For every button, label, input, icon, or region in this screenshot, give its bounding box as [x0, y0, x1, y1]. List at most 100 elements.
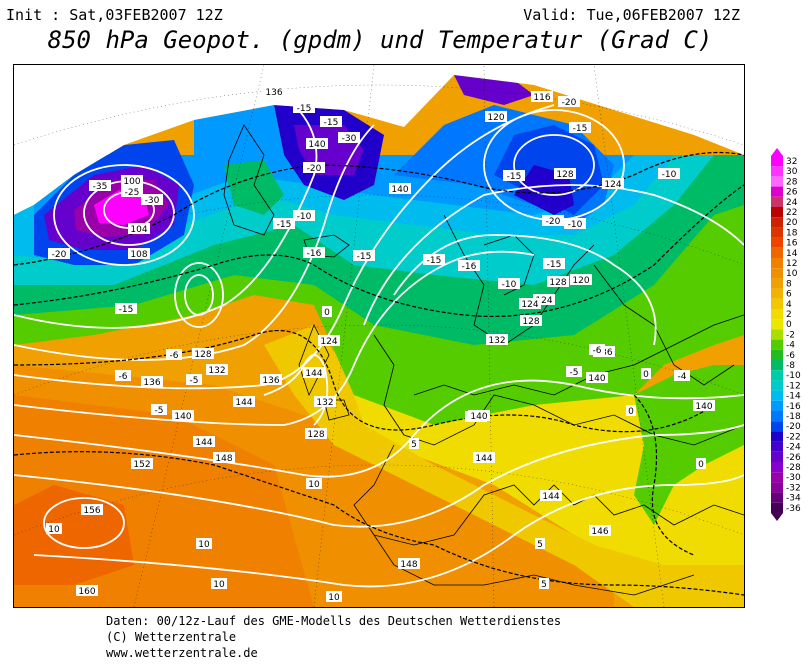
isohypse-label: 116: [533, 93, 550, 103]
map-label-bg: [233, 396, 255, 407]
map-label-bg: [115, 303, 137, 314]
map-label-bg: [128, 223, 150, 234]
scale-swatch: [771, 298, 783, 309]
isohypse-label: 136: [143, 378, 160, 388]
map-label-bg: [519, 298, 541, 309]
scale-label: -24: [786, 443, 801, 453]
scale-label: 2: [786, 310, 792, 320]
isohypse-label: 156: [83, 506, 100, 516]
map-label-bg: [320, 116, 342, 127]
isohypse-label: 140: [391, 185, 408, 195]
temperature-scale: 32 30 28 26 24 22 20 18 16 14 12 10 8 6 4 2 0 -2 -4 -6 -8 -10…: [765, 146, 809, 521]
isohypse-label: 148: [400, 560, 417, 570]
isotherm-label: -35: [93, 182, 108, 192]
isohypse-label: 128: [194, 350, 211, 360]
map-label-bg: [89, 180, 111, 191]
isotherm-label: 10: [48, 525, 60, 535]
valid-time: Valid: Tue,06FEB2007 12Z: [523, 6, 740, 24]
scale-bottom-arrow: [771, 513, 783, 521]
map-label-bg: [293, 210, 315, 221]
isohypse-label: 104: [130, 225, 147, 235]
map-label-bg: [273, 218, 295, 229]
scale-swatch: [771, 196, 783, 207]
isotherm-label: -10: [502, 280, 517, 290]
isohypses: [14, 104, 744, 588]
scale-label: 18: [786, 228, 798, 238]
map-label-bg: [186, 374, 202, 385]
scale-swatch: [771, 237, 783, 248]
weather-map-canvas: 136-15140-15-30-35-25-30100104108-20-151…: [14, 65, 744, 607]
isotherm-label: -4: [678, 372, 687, 382]
isotherm-label: -20: [546, 217, 561, 227]
scale-label: -16: [786, 402, 801, 412]
map-label-bg: [303, 162, 325, 173]
scale-label: 20: [786, 218, 798, 228]
isohypse-label: 124: [521, 300, 538, 310]
scale-swatch: [771, 258, 783, 269]
isohypse-label: 144: [475, 454, 492, 464]
scale-label: -26: [786, 453, 801, 463]
isotherm-label: 10: [198, 540, 210, 550]
isotherm-label: -15: [277, 220, 292, 230]
map-label-bg: [48, 248, 70, 259]
isohypse-label: 128: [522, 317, 539, 327]
scale-label: -36: [786, 504, 801, 514]
footer-website[interactable]: www.wetterzentrale.de: [106, 646, 258, 660]
map-label-bg: [486, 334, 508, 345]
isohypse-label: 146: [591, 527, 608, 537]
scale-labels: 32302826242220181614121086420-2-4-6-8-10…: [786, 157, 801, 514]
isohypse-label: 124: [320, 337, 337, 347]
map-label-bg: [141, 194, 163, 205]
isohypse-label: 128: [549, 278, 566, 288]
scale-label: 26: [786, 188, 798, 198]
scale-swatch: [771, 166, 783, 177]
scale-label: 14: [786, 249, 798, 259]
isotherm-label: -15: [427, 256, 442, 266]
scale-label: -10: [786, 371, 801, 381]
isohypse-label: 120: [572, 276, 589, 286]
map-label-bg: [303, 247, 325, 258]
scale-label: 16: [786, 239, 798, 249]
scale-label: -2: [786, 330, 795, 340]
scale-swatch: [771, 319, 783, 330]
isotherm-label: -15: [297, 104, 312, 114]
footer: Daten: 00/12z-Lauf des GME-Modells des D…: [106, 613, 561, 661]
isohypse-label: 144: [542, 492, 559, 502]
scale-label: 28: [786, 177, 798, 187]
map-label-bg: [473, 452, 495, 463]
scale-label: -34: [786, 494, 801, 504]
isohypse-label: 160: [78, 587, 95, 597]
isotherm-label: -20: [307, 164, 322, 174]
map-label-bg: [540, 490, 562, 501]
map-label-bg: [81, 504, 103, 515]
scale-swatch: [771, 176, 783, 187]
isotherm-label: -30: [342, 134, 357, 144]
scale-top-arrow: [771, 148, 783, 156]
map-label-bg: [303, 367, 325, 378]
map-label-bg: [76, 585, 98, 596]
isohypse-label: 148: [215, 454, 232, 464]
map-label-bg: [121, 186, 143, 197]
isotherm-label: 10: [328, 593, 340, 603]
map-label-bg: [696, 458, 706, 469]
isotherm-label: -6: [593, 346, 602, 356]
scale-swatch: [771, 502, 783, 513]
isotherm-label: -10: [297, 212, 312, 222]
map-label-bg: [658, 168, 680, 179]
map-label-bg: [547, 276, 569, 287]
map-label-bg: [306, 478, 322, 489]
isotherm-label: -5: [190, 376, 199, 386]
scale-swatch: [771, 462, 783, 473]
map-label-bg: [318, 335, 340, 346]
isotherm-label: -15: [357, 252, 372, 262]
map-label-bg: [338, 132, 360, 143]
scale-label: -8: [786, 361, 795, 371]
scale-swatch: [771, 349, 783, 360]
scale-bars: [771, 148, 783, 521]
isotherm-label: -20: [562, 98, 577, 108]
map-label-bg: [535, 538, 545, 549]
map-label-bg: [539, 578, 549, 589]
isohypse-label: 124: [535, 296, 552, 306]
map-title: 850 hPa Geopot. (gpdm) und Temperatur (G…: [47, 26, 713, 54]
scale-swatch: [771, 227, 783, 238]
